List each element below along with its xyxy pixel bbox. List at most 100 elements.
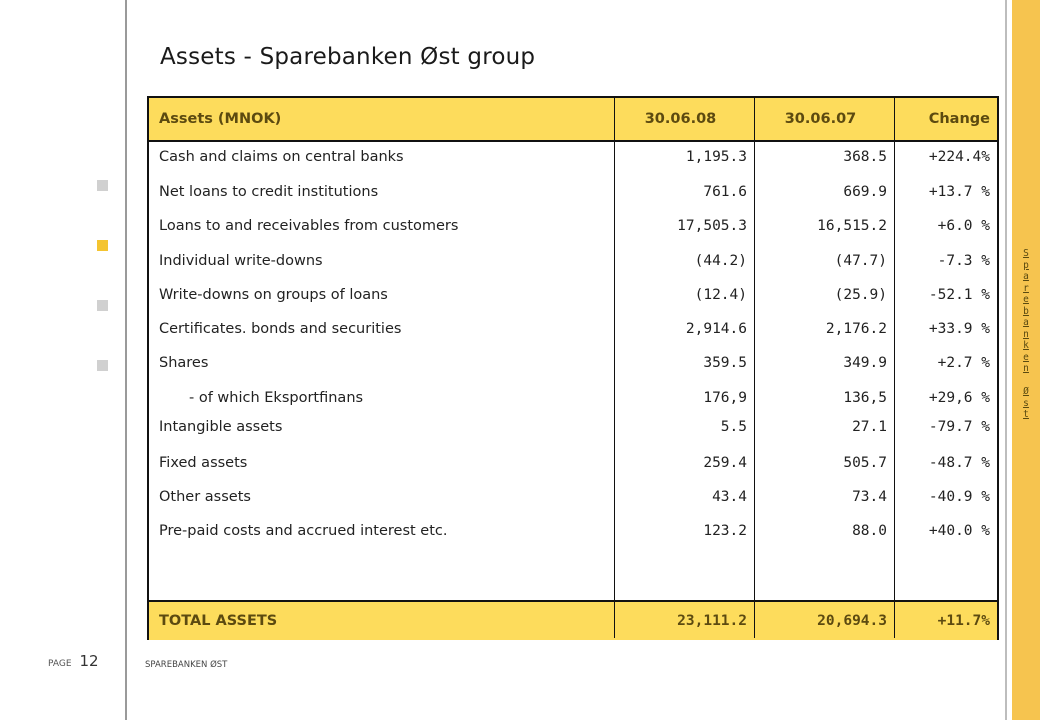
table-row: Cash and claims on central banks 1,195.3 3… <box>149 140 997 174</box>
table-total-row: TOTAL ASSETS 23,111.2 20,694.3 +11.7% <box>149 600 997 640</box>
table-header: Assets (MNOK) 30.06.08 30.06.07 Change <box>149 98 997 142</box>
header-col-2007: 30.06.07 <box>784 111 857 127</box>
row-label: Fixed assets <box>159 454 248 471</box>
page-label: PAGE <box>48 659 72 669</box>
value-2008: 2,914.6 <box>685 321 747 337</box>
row-label: Net loans to credit institutions <box>159 184 379 200</box>
value-change: +29,6 % <box>928 390 990 406</box>
value-change: -40.9 % <box>928 489 990 505</box>
value-2007: 73.4 <box>852 489 887 505</box>
page-title: Assets - Sparebanken Øst group <box>160 44 536 70</box>
value-2008: (44.2) <box>694 252 747 269</box>
table-row: Loans to and receivables from customers 1… <box>149 209 997 243</box>
value-change: +224.4% <box>928 149 990 165</box>
value-change: -79.7 % <box>928 419 990 435</box>
table-row: Write-downs on groups of loans (12.4) (25.… <box>149 278 997 312</box>
side-brand-letter: a <box>1023 317 1029 328</box>
column-divider <box>614 98 615 638</box>
value-2007: 368.5 <box>843 149 887 165</box>
table-row: Certificates. bonds and securities 2,914.… <box>149 312 997 346</box>
side-brand-letter: t <box>1023 409 1029 420</box>
value-2008: 761.6 <box>703 184 747 200</box>
value-change: -48.7 % <box>928 454 990 471</box>
value-change: +6.0 % <box>937 218 990 234</box>
value-change: -7.3 % <box>937 252 990 269</box>
row-label: Shares <box>159 355 209 371</box>
side-brand-letter: e <box>1023 351 1029 363</box>
total-2007: 20,694.3 <box>817 613 887 629</box>
nav-bullet-2-active[interactable] <box>97 240 108 251</box>
value-2008: 259.4 <box>703 454 747 471</box>
table-row: Other assets 43.4 73.4 -40.9 % <box>149 480 997 514</box>
row-label: Cash and claims on central banks <box>159 149 404 165</box>
total-change: +11.7% <box>937 613 990 629</box>
assets-table: Assets (MNOK) 30.06.08 30.06.07 Change C… <box>147 96 999 640</box>
value-2007: 88.0 <box>852 523 887 539</box>
nav-bullet-4[interactable] <box>97 360 108 371</box>
value-2008: (12.4) <box>694 287 747 303</box>
value-2007: 349.9 <box>843 355 887 371</box>
row-label: Pre-paid costs and accrued interest etc. <box>159 523 448 539</box>
side-brand-letter: n <box>1023 328 1029 340</box>
row-label: Write-downs on groups of loans <box>159 287 388 303</box>
left-divider <box>125 0 127 720</box>
side-brand-letter: Ø <box>1023 386 1029 397</box>
side-brand-letter <box>1012 375 1040 387</box>
table-row: Net loans to credit institutions 761.6 669… <box>149 175 997 209</box>
table-row: Fixed assets 259.4 505.7 -48.7 % <box>149 445 997 480</box>
value-2007: 27.1 <box>852 419 887 435</box>
page-number-block: PAGE 12 <box>48 652 99 670</box>
side-brand-letter: b <box>1023 305 1029 317</box>
value-change: +33.9 % <box>928 321 990 337</box>
side-brand-letter: n <box>1023 363 1029 374</box>
value-change: -52.1 % <box>928 287 990 303</box>
value-2007: 505.7 <box>843 454 887 471</box>
value-2007: (25.9) <box>834 287 887 303</box>
header-label: Assets (MNOK) <box>159 111 282 127</box>
side-brand-letter: k <box>1023 340 1029 351</box>
column-divider <box>754 98 755 638</box>
value-2007: (47.7) <box>834 252 887 269</box>
row-label: Other assets <box>159 489 251 505</box>
value-2008: 1,195.3 <box>685 149 747 165</box>
total-2008: 23,111.2 <box>677 613 747 629</box>
nav-bullet-1[interactable] <box>97 180 108 191</box>
table-row: Intangible assets 5.5 27.1 -79.7 % <box>149 412 997 442</box>
row-label: Loans to and receivables from customers <box>159 218 459 234</box>
value-2008: 43.4 <box>712 489 747 505</box>
row-label: - of which Eksportfinans <box>189 390 364 406</box>
total-label: TOTAL ASSETS <box>159 613 278 629</box>
value-change: +13.7 % <box>928 184 990 200</box>
table-row: Individual write-downs (44.2) (47.7) -7.3 % <box>149 243 997 278</box>
side-brand-letter: e <box>1023 294 1029 305</box>
header-col-2008: 30.06.08 <box>644 111 717 127</box>
footer-brand: SPAREBANKEN ØST <box>145 660 228 670</box>
value-2007: 16,515.2 <box>817 218 887 234</box>
value-2007: 136,5 <box>843 390 887 406</box>
right-divider <box>1005 0 1007 720</box>
value-2008: 359.5 <box>703 355 747 371</box>
side-brand-letter: r <box>1023 282 1029 294</box>
value-change: +2.7 % <box>937 355 990 371</box>
table-row: Shares 359.5 349.9 +2.7 % <box>149 346 997 380</box>
value-2008: 5.5 <box>720 419 747 435</box>
nav-bullet-3[interactable] <box>97 300 108 311</box>
value-2008: 176,9 <box>703 390 747 406</box>
column-divider <box>894 98 895 638</box>
table-row: - of which Eksportfinans 176,9 136,5 +29,6 … <box>149 384 997 412</box>
side-brand-letter: s <box>1023 397 1029 409</box>
row-label: Certificates. bonds and securities <box>159 321 402 337</box>
value-change: +40.0 % <box>928 523 990 539</box>
side-brand-letter: S <box>1023 248 1029 259</box>
value-2008: 17,505.3 <box>677 218 747 234</box>
row-label: Intangible assets <box>159 419 283 435</box>
value-2007: 669.9 <box>843 184 887 200</box>
value-2007: 2,176.2 <box>825 321 887 337</box>
header-col-change: Change <box>928 111 990 127</box>
side-brand-letter: a <box>1023 271 1029 282</box>
row-label: Individual write-downs <box>159 252 323 269</box>
table-row: Pre-paid costs and accrued interest etc.… <box>149 514 997 548</box>
value-2008: 123.2 <box>703 523 747 539</box>
